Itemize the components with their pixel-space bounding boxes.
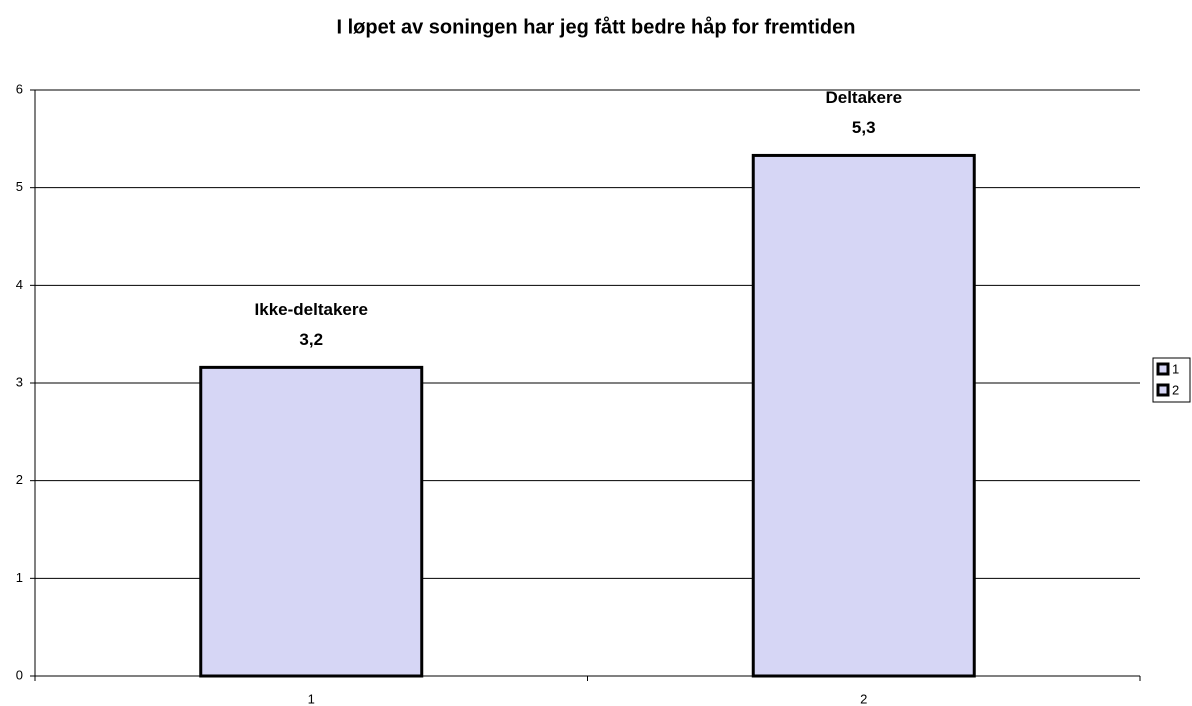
x-tick-label: 1 xyxy=(308,691,315,706)
y-tick-label: 1 xyxy=(16,570,23,585)
y-tick-label: 6 xyxy=(16,81,23,96)
legend-swatch xyxy=(1156,362,1170,376)
y-tick-label: 5 xyxy=(16,179,23,194)
y-tick-label: 2 xyxy=(16,472,23,487)
bar xyxy=(751,153,976,678)
x-tick-label: 2 xyxy=(860,691,867,706)
y-tick-label: 4 xyxy=(16,277,23,292)
data-label: 5,3 xyxy=(852,118,876,137)
bar-name-label: Ikke-deltakere xyxy=(255,300,368,319)
legend-swatch xyxy=(1156,383,1170,397)
legend-label: 1 xyxy=(1172,361,1179,376)
data-label: 3,2 xyxy=(299,330,323,349)
y-tick-label: 3 xyxy=(16,374,23,389)
y-tick-label: 0 xyxy=(16,667,23,682)
legend-label: 2 xyxy=(1172,382,1179,397)
bar-name-label: Deltakere xyxy=(825,88,902,107)
chart-title: I løpet av soningen har jeg fått bedre h… xyxy=(337,15,856,38)
bar xyxy=(199,365,424,678)
